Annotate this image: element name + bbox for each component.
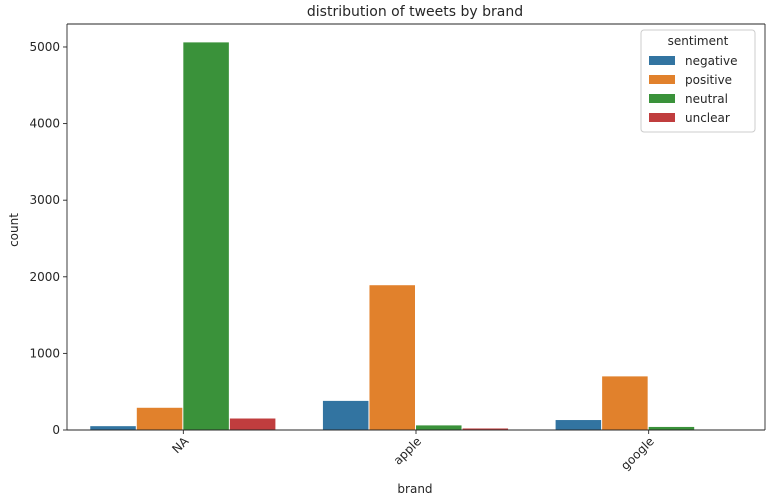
x-tick-label-NA: NA: [169, 434, 192, 457]
legend-swatch-negative: [649, 56, 675, 65]
y-tick-label: 0: [52, 423, 60, 437]
legend-swatch-unclear: [649, 113, 675, 122]
y-tick-label: 2000: [29, 270, 60, 284]
x-tick-label-google: google: [618, 434, 657, 473]
bar-positive-NA: [136, 407, 183, 430]
y-tick-label: 5000: [29, 40, 60, 54]
legend-title: sentiment: [668, 34, 729, 48]
legend-swatch-neutral: [649, 94, 675, 103]
bar-unclear-apple: [462, 428, 509, 430]
x-axis-label: brand: [397, 482, 432, 496]
bar-neutral-NA: [183, 42, 229, 430]
legend-frame: [640, 29, 756, 133]
legend-label-negative: negative: [685, 54, 737, 68]
x-tick-label-apple: apple: [391, 434, 424, 467]
bar-neutral-google: [648, 426, 695, 430]
legend-label-neutral: neutral: [685, 92, 728, 106]
legend-swatch-positive: [649, 75, 675, 84]
y-tick-label: 1000: [29, 346, 60, 360]
bar-negative-NA: [90, 426, 136, 430]
bar-negative-google: [555, 420, 602, 430]
y-tick-label: 3000: [29, 193, 60, 207]
legend-label-positive: positive: [685, 73, 732, 87]
legend: sentiment negative positive neutral unclear: [640, 29, 756, 133]
bar-negative-apple: [322, 400, 369, 430]
legend-label-unclear: unclear: [685, 111, 730, 125]
bar-unclear-NA: [229, 418, 276, 430]
bar-positive-apple: [369, 285, 415, 430]
x-axis: NA apple google: [169, 430, 657, 473]
y-axis: 0 1000 2000 3000 4000 5000: [29, 40, 67, 437]
bar-neutral-apple: [416, 425, 462, 430]
y-tick-label: 4000: [29, 117, 60, 131]
y-axis-label: count: [7, 213, 21, 247]
chart-title: distribution of tweets by brand: [307, 4, 523, 20]
bar-positive-google: [602, 376, 648, 430]
